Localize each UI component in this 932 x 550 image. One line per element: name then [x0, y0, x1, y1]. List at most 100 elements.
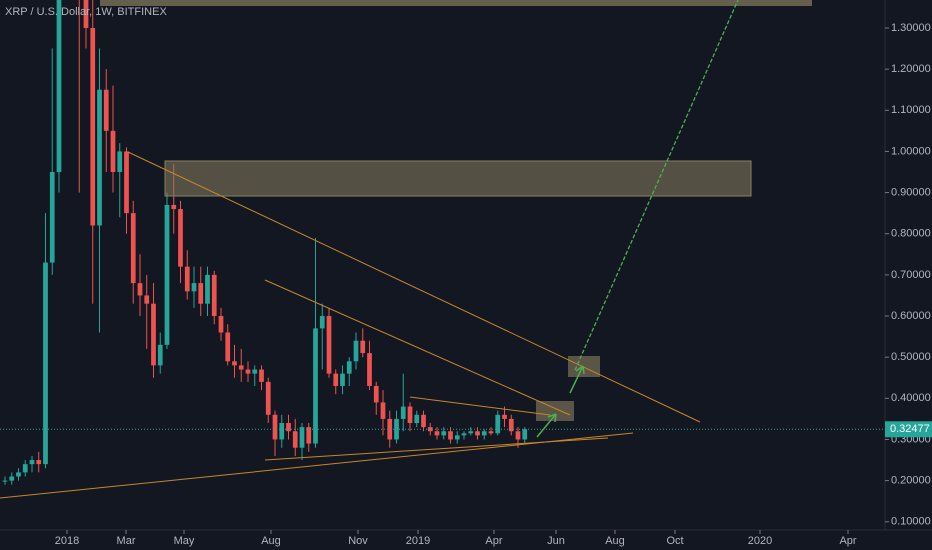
candle-body — [292, 431, 298, 448]
candle-body — [225, 332, 231, 362]
candle-body — [151, 303, 156, 366]
candle-body — [387, 418, 393, 440]
candle-body — [259, 369, 264, 382]
candle-body — [313, 328, 318, 444]
candle-body — [353, 340, 359, 362]
drawings — [0, 0, 812, 499]
candle-body — [124, 151, 129, 214]
candle-body — [373, 385, 379, 403]
candle-body — [414, 414, 420, 424]
candle-body — [380, 402, 386, 419]
candle-body — [340, 373, 345, 386]
candle-body — [333, 373, 339, 386]
candle-body — [326, 316, 332, 374]
y-tick-label: 0.50000 — [891, 351, 931, 363]
candle-body — [286, 423, 291, 432]
candle-body — [441, 431, 447, 436]
candle-body — [400, 406, 406, 419]
zone-box — [536, 401, 574, 421]
candle-body — [346, 361, 352, 374]
candle-body — [97, 89, 102, 226]
zone-box — [164, 160, 752, 197]
candle-body — [110, 130, 116, 173]
candle-body — [22, 464, 28, 473]
candle-body — [83, 0, 89, 28]
x-tick-label: Jun — [547, 535, 565, 547]
candle-body — [178, 209, 183, 267]
candle-body — [508, 418, 514, 432]
candle-body — [495, 414, 501, 434]
last-price-label: 0.32477 — [890, 423, 930, 435]
candle-body — [29, 460, 35, 465]
candle-body — [468, 431, 474, 434]
x-tick-label: Apr — [839, 535, 856, 547]
candle-body — [434, 431, 440, 436]
x-tick-label: Aug — [261, 535, 281, 547]
candle-body — [245, 369, 251, 374]
x-tick-label: Aug — [605, 535, 625, 547]
zone-box — [100, 0, 812, 6]
candle-body — [218, 316, 224, 333]
plot-area — [0, 0, 885, 485]
x-tick-label: Mar — [117, 535, 136, 547]
y-tick-label: 1.20000 — [891, 63, 931, 75]
candle-body — [481, 431, 487, 436]
candle-body — [90, 27, 96, 226]
candle-body — [144, 295, 150, 304]
candle-body — [522, 429, 528, 440]
trend-line — [264, 437, 609, 461]
y-tick-label: 0.70000 — [891, 269, 931, 281]
candle-body — [16, 472, 21, 477]
candle-body — [448, 431, 453, 440]
y-tick-label: 0.60000 — [891, 310, 931, 322]
y-tick-label: 1.30000 — [891, 22, 931, 34]
x-tick-label: 2020 — [748, 535, 772, 547]
chart-title: XRP / U.S. Dollar, 1W, BITFINEX — [5, 6, 167, 18]
trend-line — [409, 396, 551, 416]
zone-box — [568, 356, 600, 377]
x-tick-label: 2019 — [406, 535, 430, 547]
trend-line — [0, 432, 634, 499]
projection-line — [574, 0, 739, 371]
candle-body — [252, 369, 258, 374]
candle-body — [56, 0, 62, 173]
candle-body — [454, 435, 460, 440]
candle-body — [36, 460, 42, 465]
x-tick-label: Oct — [666, 535, 683, 547]
candle-body — [319, 316, 325, 329]
candle-body — [198, 283, 204, 304]
candle-body — [205, 274, 210, 304]
y-tick-label: 0.80000 — [891, 228, 931, 240]
candle-body — [164, 204, 170, 345]
y-tick-label: 0.10000 — [891, 516, 931, 528]
candle-body — [461, 433, 467, 436]
y-tick-label: 0.20000 — [891, 475, 931, 487]
candle-body — [130, 213, 136, 284]
candle-body — [407, 406, 413, 424]
x-tick-label: Nov — [348, 535, 368, 547]
trend-line — [264, 279, 571, 416]
candle-body — [279, 423, 285, 440]
candle-body — [191, 283, 197, 292]
candle-body — [211, 274, 217, 317]
candle-body — [157, 344, 163, 366]
x-tick-label: Apr — [485, 535, 502, 547]
candle-body — [421, 414, 426, 428]
candle-body — [137, 283, 143, 296]
candle-body — [502, 414, 507, 419]
candle-body — [299, 427, 305, 448]
candle-body — [171, 204, 177, 210]
arrow — [536, 413, 557, 438]
y-tick-label: 1.00000 — [891, 145, 931, 157]
arrow — [569, 365, 585, 394]
candle-body — [9, 476, 15, 481]
candle-body — [49, 172, 55, 263]
x-tick-label: May — [174, 535, 195, 547]
candle-body — [103, 89, 109, 131]
candle-body — [238, 365, 244, 370]
candle-body — [367, 353, 372, 386]
candle-body — [427, 427, 433, 432]
candle-body — [43, 262, 48, 465]
